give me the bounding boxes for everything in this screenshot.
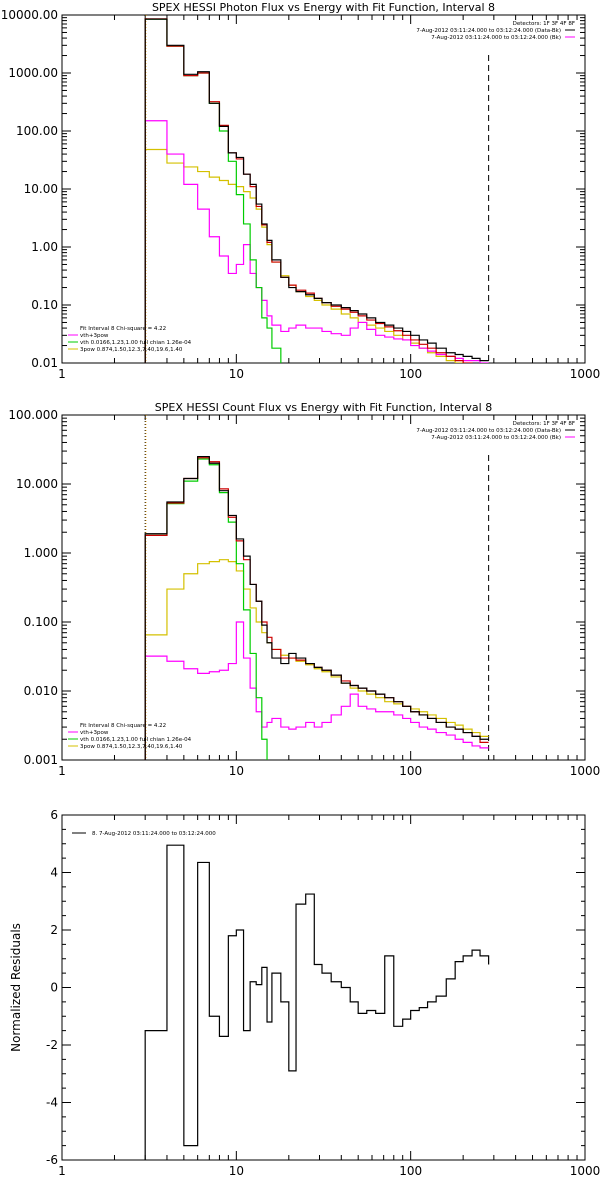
legend-right-text: 7-Aug-2012 03:11:24.000 to 03:12:24.000 … <box>431 35 561 41</box>
series-line-data <box>144 18 489 363</box>
legend-left-text: vth 0.0166,1.23,1.00 full chian 1.26e-04 <box>80 737 192 743</box>
y-tick-label: 0.01 <box>31 356 58 370</box>
x-tick-label: 100 <box>399 367 422 381</box>
chart-title: SPEX HESSI Count Flux vs Energy with Fit… <box>155 401 492 414</box>
legend-right-text: Detectors: 1F 3F 4F 8F <box>513 21 575 27</box>
x-tick-label: 10 <box>229 367 244 381</box>
series-line-3pow <box>144 559 489 760</box>
legend-left-text: vth+3pow <box>80 730 109 736</box>
y-tick-label: 0.001 <box>24 753 58 767</box>
y-tick-label: 0.10 <box>31 298 58 312</box>
y-tick-label: 1.000 <box>24 546 58 560</box>
x-tick-label: 1 <box>58 764 66 778</box>
legend-left-text: 3pow 0.874,1.50,12.3,7.40,19.6,1.40 <box>80 347 183 353</box>
x-tick-label: 10 <box>229 1164 244 1178</box>
x-tick-label: 1000 <box>570 764 600 778</box>
series-line-model-sum <box>144 18 473 363</box>
x-tick-label: 10 <box>229 764 244 778</box>
legend-right-text: 7-Aug-2012 03:11:24.000 to 03:12:24.000 … <box>416 28 561 34</box>
y-tick-label: 0.100 <box>24 615 58 629</box>
x-tick-label: 1 <box>58 367 66 381</box>
legend-left-text: vth+3pow <box>80 333 109 339</box>
y-tick-label: -2 <box>46 1038 58 1052</box>
legend-left-text: 8. 7-Aug-2012 03:11:24.000 to 03:12:24.0… <box>92 831 216 837</box>
legend-left-text: vth 0.0166,1.23,1.00 full chian 1.26e-04 <box>80 340 192 346</box>
legend-left-text: Fit Interval 8 Chi-square = 4.22 <box>80 723 166 729</box>
y-tick-label: 0 <box>50 981 58 995</box>
x-tick-label: 100 <box>399 764 422 778</box>
y-tick-label: 10.000 <box>16 477 58 491</box>
plot-frame <box>61 14 586 364</box>
y-tick-label: 10.00 <box>24 182 58 196</box>
series-line-vth <box>144 18 282 363</box>
residuals-panel: 1 10 100 1000 -6 -4 -2 0 2 4 6 Normalized Residuals… <box>9 808 600 1178</box>
x-tick-label: 1000 <box>570 367 600 381</box>
chart-title: SPEX HESSI Photon Flux vs Energy with Fi… <box>152 1 495 14</box>
count-flux-panel: SPEX HESSI Count Flux vs Energy with Fit… <box>8 401 600 778</box>
x-tick-label: 1000 <box>570 1164 600 1178</box>
legend-right-text: 7-Aug-2012 03:11:24.000 to 03:12:24.000 … <box>431 435 561 441</box>
legend-left-text: 3pow 0.874,1.50,12.3,7.40,19.6,1.40 <box>80 744 183 750</box>
series-line-3pow <box>144 148 464 363</box>
plot-frame <box>61 814 586 1161</box>
y-tick-label: -4 <box>46 1096 58 1110</box>
y-tick-label: 100.00 <box>16 124 58 138</box>
series-line-data <box>144 844 490 1160</box>
y-tick-label: 6 <box>50 808 58 822</box>
y-tick-label: 1.00 <box>31 240 58 254</box>
x-tick-label: 1 <box>58 1164 66 1178</box>
legend-right-text: Detectors: 1F 3F 4F 8F <box>513 421 575 427</box>
legend-left-text: Fit Interval 8 Chi-square = 4.22 <box>80 326 166 332</box>
y-tick-label: -6 <box>46 1153 58 1167</box>
y-tick-label: 100.000 <box>8 408 58 422</box>
plot-frame <box>61 414 586 761</box>
y-tick-label: 4 <box>50 866 58 880</box>
y-axis-label: Normalized Residuals <box>9 923 23 1052</box>
y-tick-label: 2 <box>50 923 58 937</box>
series-line-model-sum <box>144 457 489 760</box>
y-tick-label: 10000.00 <box>1 8 58 22</box>
y-tick-label: 0.010 <box>24 684 58 698</box>
legend-right-text: 7-Aug-2012 03:11:24.000 to 03:12:24.000 … <box>416 428 561 434</box>
y-tick-label: 1000.00 <box>8 66 58 80</box>
series-line-data <box>144 455 489 760</box>
series-line-vth-plus-3pow <box>144 120 489 363</box>
series-line-vth-plus-3pow <box>144 621 489 760</box>
x-tick-label: 100 <box>399 1164 422 1178</box>
photon-flux-panel: SPEX HESSI Photon Flux vs Energy with Fi… <box>1 1 600 381</box>
